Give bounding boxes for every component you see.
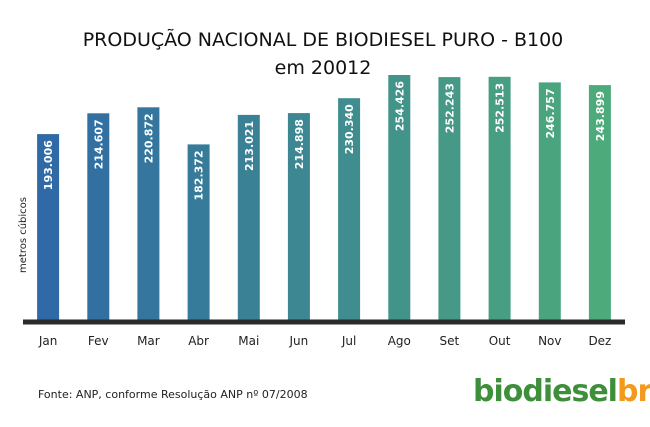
data-label-fev: 214.607 [92,119,105,169]
logo-main-text: biodiesel [473,374,618,409]
bar-mar [137,107,160,320]
data-label-out: 252.513 [494,83,507,133]
bar-fev [87,113,110,320]
x-tick-nov: Nov [538,334,561,348]
x-tick-set: Set [440,334,460,348]
data-label-ago: 254.426 [393,81,406,131]
x-tick-dez: Dez [588,334,611,348]
data-label-abr: 182.372 [193,150,206,200]
bar-ago [388,75,411,320]
data-label-set: 252.243 [443,83,456,133]
data-label-mai: 213.021 [243,121,256,171]
x-tick-ago: Ago [388,334,411,348]
x-tick-jul: Jul [341,334,356,348]
bar-jun [287,113,310,320]
x-tick-out: Out [489,334,511,348]
x-tick-abr: Abr [188,334,209,348]
bar-dez [588,85,611,320]
bar-jan [37,134,60,320]
source-note: Fonte: ANP, conforme Resolução ANP nº 07… [38,388,308,401]
x-tick-jun: Jun [289,334,309,348]
chart-subtitle: em 20012 [275,57,372,79]
data-label-dez: 243.899 [594,91,607,141]
data-label-jun: 214.898 [293,119,306,169]
x-tick-mar: Mar [137,334,160,348]
data-label-mar: 220.872 [142,113,155,163]
y-axis-label: metros cúbicos [17,197,29,273]
data-label-nov: 246.757 [544,88,557,138]
data-label-jan: 193.006 [42,140,55,190]
logo-accent-text: br [616,374,650,409]
bar-set [438,77,461,320]
category-labels: Jan Fev Mar Abr Mai Jun Jul Ago Set Out Nov Dez [38,334,612,348]
bar-nov [538,82,561,321]
chart-title: PRODUÇÃO NACIONAL DE BIODIESEL PURO - B1… [83,28,564,51]
bar-out [488,76,511,320]
x-tick-jan: Jan [38,334,58,348]
x-tick-fev: Fev [88,334,109,348]
bar-abr [187,144,210,320]
data-label-jul: 230.340 [343,104,356,154]
bar-jul [338,98,361,320]
x-tick-mai: Mai [238,334,259,348]
bar-mai [237,114,260,321]
biodieselbr-logo: biodieselbr [473,373,650,411]
bar-group: 193.006 214.607 220.872 182.372 213.021 214.8… [37,75,611,321]
